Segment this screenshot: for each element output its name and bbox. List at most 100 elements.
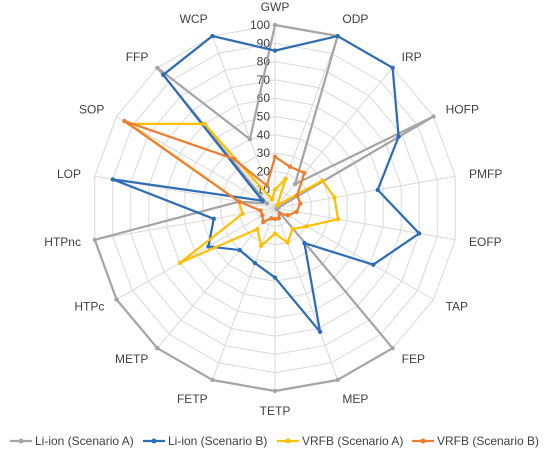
- point-4-gwp: [272, 154, 278, 159]
- spoke-fetp: [211, 207, 276, 381]
- point-4-tetp: [272, 216, 278, 222]
- axis-label-wcp: WCP: [180, 12, 208, 26]
- point-4-hofp: [294, 192, 300, 198]
- point-2-mep: [317, 329, 323, 335]
- tick-label-30: 30: [257, 146, 271, 160]
- spoke-metp: [156, 207, 276, 349]
- axis-label-htpc: HTPc: [74, 300, 104, 314]
- axis-label-mep: MEP: [342, 392, 368, 406]
- axis-label-gwp: GWP: [261, 0, 290, 14]
- point-4-ffp: [231, 156, 237, 162]
- point-4-fep: [277, 211, 282, 216]
- point-3-mep: [285, 240, 290, 245]
- legend-marker-3: [285, 438, 291, 444]
- point-4-mep: [276, 216, 281, 221]
- spoke-eofp: [274, 207, 456, 241]
- legend-item-3: VRFB (Scenario A): [277, 434, 403, 448]
- axis-label-lop: LOP: [57, 167, 81, 181]
- point-1-gwp: [272, 22, 278, 28]
- point-1-irp: [292, 181, 298, 187]
- point-4-wcp: [264, 183, 270, 188]
- axis-label-tetp: TETP: [260, 404, 291, 418]
- tick-label-50: 50: [257, 110, 271, 124]
- axis-label-hofp: HOFP: [446, 103, 479, 117]
- point-4-lop: [236, 199, 242, 204]
- point-3-fep: [290, 226, 295, 232]
- point-2-hofp: [396, 134, 401, 139]
- axis-labels: GWP ODP IRP HOFP PMFP EOFP TAP FEP MEP TETP FETP ME…: [44, 0, 502, 418]
- point-3-eofp: [335, 216, 341, 222]
- spoke-sop: [116, 116, 276, 209]
- tick-label-40: 40: [257, 128, 271, 142]
- point-1-htpnc: [92, 237, 97, 242]
- point-1-mep: [335, 377, 340, 383]
- point-1-tap: [274, 206, 279, 212]
- spoke-htpnc: [94, 207, 276, 241]
- spoke-pmfp: [274, 175, 456, 209]
- point-4-sop: [122, 118, 127, 124]
- point-3-odp: [283, 176, 288, 181]
- legend-label-4: VRFB (Scenario B): [437, 434, 539, 448]
- point-2-htpnc: [211, 216, 216, 221]
- point-2-odp: [335, 33, 340, 39]
- point-1-hofp: [431, 114, 436, 119]
- point-3-tap: [304, 224, 309, 229]
- point-3-fetp: [259, 243, 264, 249]
- point-3-gwp: [272, 187, 278, 192]
- point-4-fetp: [269, 216, 274, 221]
- point-2-fetp: [252, 260, 258, 266]
- point-2-htpc: [206, 244, 211, 249]
- series-layer: [92, 22, 436, 394]
- legend-label-1: Li-ion (Scenario A): [35, 434, 134, 448]
- spoke-mep: [274, 207, 339, 381]
- point-2-irp: [390, 65, 395, 71]
- legend-item-4: VRFB (Scenario B): [412, 434, 539, 448]
- point-3-metp: [255, 226, 260, 232]
- axis-label-irp: IRP: [402, 50, 422, 64]
- point-4-irp: [302, 170, 307, 176]
- point-2-fep: [302, 240, 307, 246]
- point-4-tap: [285, 213, 290, 218]
- point-1-ffp: [155, 65, 160, 71]
- spoke-wcp: [211, 35, 276, 209]
- point-4-htpnc: [258, 208, 263, 213]
- legend-item-2: Li-ion (Scenario B): [143, 434, 267, 448]
- point-2-lop: [110, 177, 116, 182]
- point-3-pmfp: [332, 195, 337, 200]
- axis-label-pmfp: PMFP: [469, 167, 502, 181]
- point-3-wcp: [269, 197, 275, 202]
- point-1-tetp: [272, 388, 278, 394]
- point-2-eofp: [416, 231, 422, 236]
- point-1-metp: [155, 345, 160, 351]
- series-1: [92, 22, 436, 394]
- point-1-wcp: [247, 137, 253, 142]
- point-2-ffp: [161, 72, 166, 78]
- spoke-tap: [274, 207, 434, 300]
- point-1-fetp: [210, 377, 215, 383]
- point-3-tetp: [272, 231, 278, 236]
- point-2-wcp: [210, 33, 215, 39]
- axis-label-ffp: FFP: [126, 50, 149, 64]
- legend: Li-ion (Scenario A) Li-ion (Scenario B) VR…: [10, 434, 539, 448]
- axis-label-htpnc: HTPnc: [44, 235, 81, 249]
- point-4-htpc: [260, 213, 265, 218]
- legend-marker-1: [18, 438, 24, 444]
- axis-label-fep: FEP: [402, 352, 425, 366]
- legend-item-1: Li-ion (Scenario A): [10, 434, 134, 448]
- axis-label-metp: METP: [115, 352, 148, 366]
- spoke-htpc: [116, 207, 276, 300]
- axis-label-tap: TAP: [446, 300, 468, 314]
- point-1-fep: [390, 345, 395, 351]
- tick-label-20: 20: [257, 164, 271, 178]
- point-3-htpnc: [240, 211, 245, 216]
- point-2-metp: [237, 247, 242, 253]
- point-1-htpc: [114, 297, 119, 302]
- point-3-hofp: [320, 178, 325, 183]
- point-2-sop: [260, 198, 265, 203]
- axis-label-odp: ODP: [342, 12, 368, 26]
- point-2-gwp: [272, 48, 278, 53]
- point-2-tap: [371, 262, 376, 267]
- point-2-pmfp: [375, 187, 380, 193]
- point-2-tetp: [272, 275, 278, 280]
